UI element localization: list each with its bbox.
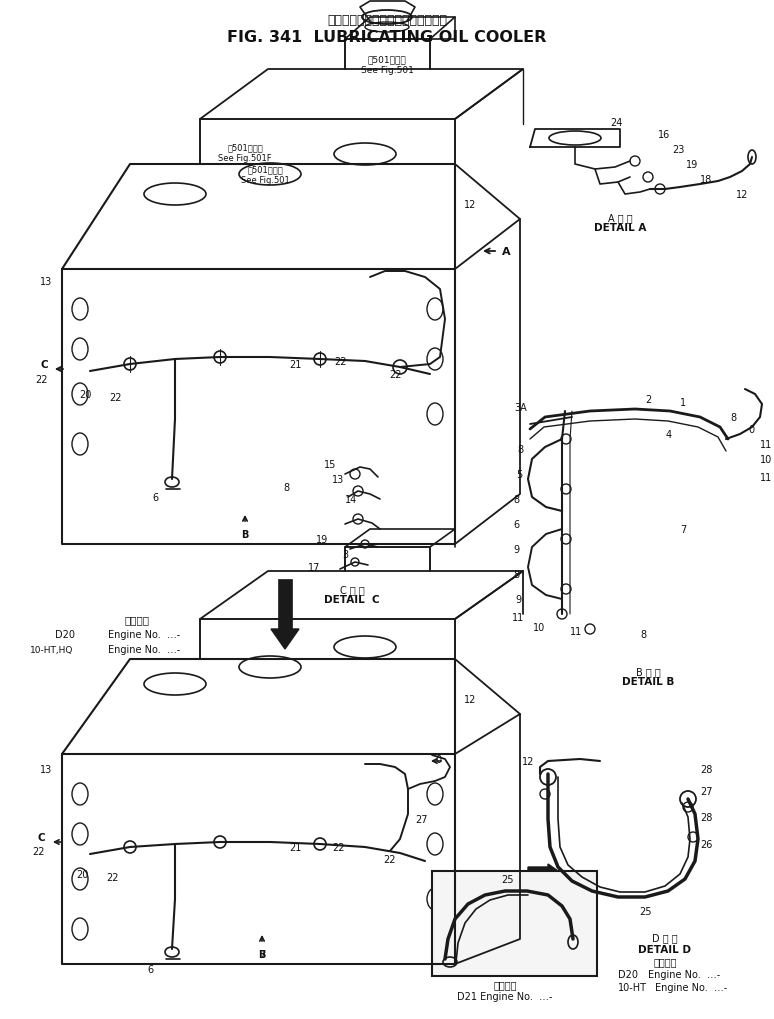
Text: 19: 19 [686, 160, 698, 170]
Text: 1: 1 [680, 397, 686, 408]
Text: 10: 10 [533, 623, 545, 633]
Text: 適用号機: 適用号機 [653, 956, 676, 966]
Text: 21: 21 [289, 842, 301, 852]
Text: 6: 6 [147, 964, 153, 974]
Text: 12: 12 [736, 190, 748, 200]
Text: ルーブリケーティングオイルクーラ: ルーブリケーティングオイルクーラ [327, 14, 447, 26]
Text: 10: 10 [760, 454, 772, 465]
Text: 14: 14 [345, 494, 358, 504]
Text: 25: 25 [502, 874, 514, 884]
Text: Engine No.  …-: Engine No. …- [108, 644, 180, 654]
Text: 11: 11 [760, 439, 772, 449]
Text: C: C [40, 360, 48, 370]
Text: 適用号機: 適用号機 [125, 614, 149, 625]
Text: DETAIL B: DETAIL B [622, 677, 674, 687]
Text: 18: 18 [700, 175, 712, 184]
Text: 8: 8 [514, 570, 520, 580]
Text: Engine No.  …-: Engine No. …- [648, 969, 721, 979]
Text: 27: 27 [415, 814, 427, 824]
Text: 20: 20 [79, 389, 91, 399]
Text: 3A: 3A [514, 403, 527, 413]
Text: 24: 24 [610, 118, 622, 127]
Text: 第501図参照: 第501図参照 [368, 55, 406, 64]
Text: 22: 22 [109, 392, 122, 403]
Text: C: C [37, 833, 45, 842]
Text: 22: 22 [36, 375, 48, 384]
Text: 26: 26 [700, 840, 712, 849]
Text: 27: 27 [700, 787, 713, 796]
Polygon shape [271, 630, 299, 649]
Text: 28: 28 [700, 812, 712, 822]
Text: 第501図参照: 第501図参照 [247, 165, 283, 174]
Text: 8: 8 [640, 630, 646, 639]
Text: See Fig.501: See Fig.501 [361, 65, 413, 74]
Text: B: B [241, 530, 248, 539]
Text: FIG. 341  LUBRICATING OIL COOLER: FIG. 341 LUBRICATING OIL COOLER [228, 30, 546, 45]
Text: 3: 3 [342, 549, 348, 559]
Text: 8: 8 [518, 444, 524, 454]
Text: 19: 19 [316, 535, 328, 544]
Text: 11: 11 [512, 612, 524, 623]
FancyArrow shape [528, 864, 558, 878]
Text: 9: 9 [514, 544, 520, 554]
Text: 12: 12 [522, 756, 534, 766]
Text: See Fig.501: See Fig.501 [241, 175, 289, 184]
Text: D21 Engine No.  …-: D21 Engine No. …- [457, 991, 553, 1001]
Text: 8: 8 [283, 483, 289, 492]
Text: 22: 22 [334, 357, 346, 367]
Bar [278, 580, 292, 630]
Text: 16: 16 [658, 129, 670, 140]
Text: 10-HT: 10-HT [618, 982, 647, 993]
Text: 21: 21 [289, 360, 301, 370]
Text: 22: 22 [33, 846, 45, 856]
Text: 12: 12 [464, 694, 476, 704]
Text: 4: 4 [666, 430, 672, 439]
Bar [432, 871, 597, 976]
Text: 15: 15 [324, 460, 336, 470]
Text: D20: D20 [618, 969, 638, 979]
Text: A 詳 域: A 詳 域 [608, 213, 632, 223]
Text: 7: 7 [259, 949, 265, 959]
Text: DETAIL A: DETAIL A [594, 223, 646, 232]
Text: 11: 11 [570, 627, 582, 637]
Text: 11: 11 [760, 473, 772, 483]
Text: 22: 22 [389, 370, 401, 380]
Text: 20: 20 [76, 869, 88, 879]
Text: See Fig.501F: See Fig.501F [218, 153, 272, 162]
Text: 13: 13 [39, 764, 52, 774]
Text: C 詳 域: C 詳 域 [340, 585, 365, 594]
Text: 22: 22 [106, 872, 118, 882]
Text: DETAIL  C: DETAIL C [324, 594, 380, 604]
Text: 9: 9 [516, 594, 522, 604]
Text: Engine No.  …-: Engine No. …- [655, 982, 728, 993]
Text: B 詳 域: B 詳 域 [635, 666, 660, 677]
Text: 6: 6 [152, 492, 158, 502]
Text: A: A [502, 247, 511, 257]
Text: 12: 12 [464, 200, 476, 210]
Text: B: B [259, 949, 265, 959]
Text: 25: 25 [639, 906, 651, 916]
Text: D20: D20 [55, 630, 75, 639]
Text: 適用号機: 適用号機 [493, 979, 517, 989]
Text: D 詳 域: D 詳 域 [652, 932, 678, 943]
Text: 28: 28 [700, 764, 712, 774]
Text: 6: 6 [514, 520, 520, 530]
Text: 5: 5 [515, 470, 522, 480]
Text: 17: 17 [307, 562, 320, 573]
Text: 22: 22 [332, 842, 344, 852]
Text: 22: 22 [384, 854, 396, 864]
Text: 0: 0 [748, 425, 754, 434]
Text: Engine No.  …-: Engine No. …- [108, 630, 180, 639]
Text: 7: 7 [680, 525, 687, 535]
Text: 第501図参照: 第501図参照 [227, 144, 263, 153]
Text: 8: 8 [730, 413, 736, 423]
Text: DETAIL D: DETAIL D [639, 944, 691, 954]
Text: 2: 2 [645, 394, 651, 405]
Text: 8: 8 [514, 494, 520, 504]
Text: 23: 23 [672, 145, 684, 155]
Text: 13: 13 [39, 277, 52, 286]
Text: 13: 13 [332, 475, 344, 484]
Text: 10-HT,HQ: 10-HT,HQ [30, 645, 74, 654]
Text: 0: 0 [435, 754, 441, 764]
